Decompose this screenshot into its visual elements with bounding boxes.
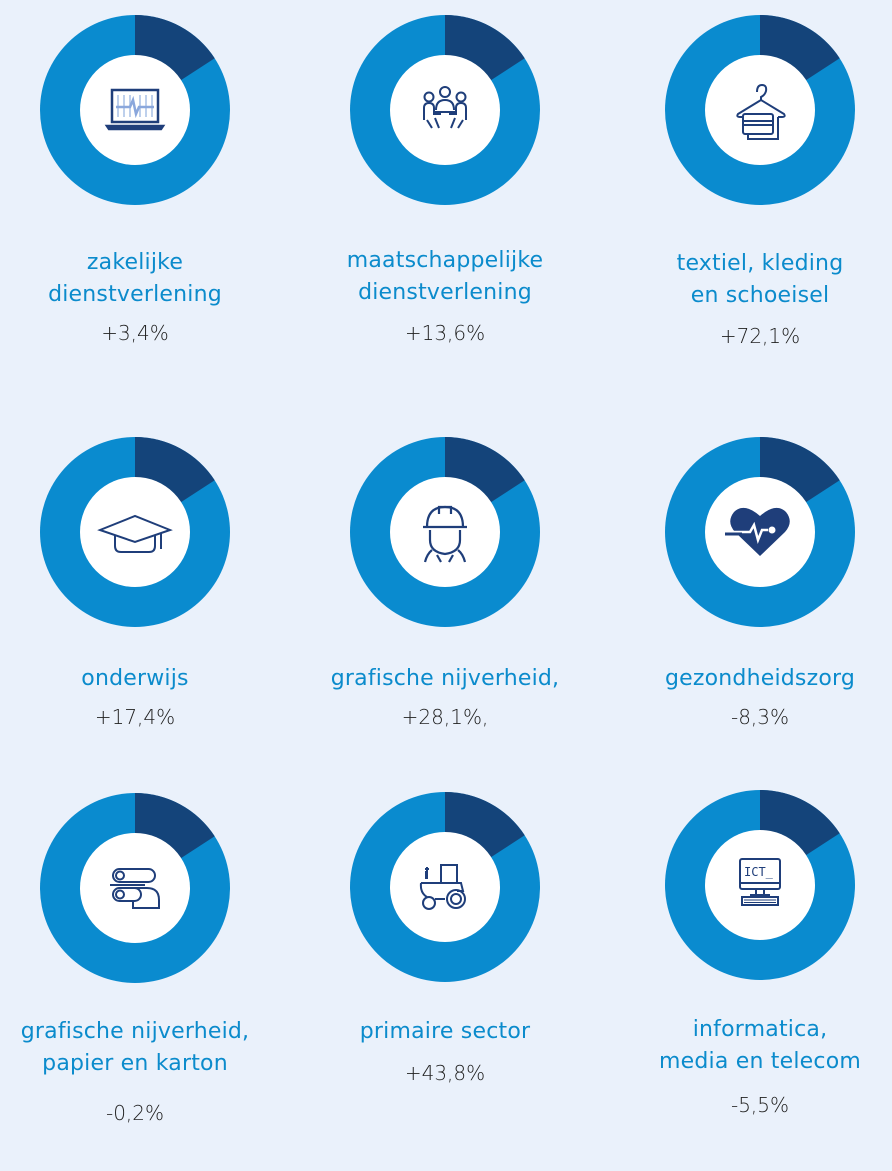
donut-chart (40, 437, 230, 627)
sector-value: -5,5% (730, 1093, 790, 1117)
label-line: gezondheidszorg (664, 666, 856, 691)
label-line: papier en karton (42, 1051, 228, 1076)
label-line: media en telecom (659, 1049, 861, 1074)
sector-label: primaire sector (295, 1016, 595, 1048)
label-line: zakelijke (86, 250, 184, 275)
label-line: textiel, kleding (676, 251, 844, 276)
sector-label: grafische nijverheid, (295, 663, 595, 695)
donut-chart (40, 15, 230, 205)
hanger-towel-icon (736, 83, 786, 140)
sector-value: +28,1%, (401, 705, 489, 729)
sector-label: zakelijke dienstverlening (0, 247, 285, 311)
label-line: dienstverlening (48, 282, 222, 307)
donut-chart (350, 15, 540, 205)
laptop-pulse-icon (104, 88, 166, 131)
sector-value: -8,3% (730, 705, 790, 729)
sector-label: grafische nijverheid, papier en karton (0, 1016, 285, 1080)
label-line: onderwijs (81, 666, 189, 691)
label-line: informatica, (692, 1017, 828, 1042)
donut-chart (350, 792, 540, 982)
donut-chart: ICT_ (665, 790, 855, 980)
donut-chart (40, 793, 230, 983)
sector-label: gezondheidszorg (610, 663, 892, 695)
sector-value: +13,6% (404, 321, 486, 345)
label-line: grafische nijverheid, (330, 666, 560, 691)
meeting-people-icon (423, 86, 467, 129)
ict-computer-icon: ICT_ (739, 858, 781, 906)
sector-value: -0,2% (105, 1101, 165, 1125)
svg-text:ICT_: ICT_ (744, 865, 774, 879)
label-line: en schoeisel (690, 283, 830, 308)
sector-label: textiel, kleding en schoeisel (610, 248, 892, 312)
graduation-cap-icon (97, 514, 173, 553)
sector-value: +43,8% (404, 1061, 486, 1085)
label-line: maatschappelijke (346, 248, 544, 273)
sector-label: informatica, media en telecom (610, 1014, 892, 1078)
sector-value: +3,4% (101, 321, 169, 345)
label-line: primaire sector (359, 1019, 531, 1044)
sector-value: +17,4% (94, 705, 176, 729)
donut-chart (665, 15, 855, 205)
sector-label: maatschappelijke dienstverlening (295, 245, 595, 309)
sector-label: onderwijs (0, 663, 285, 695)
heart-pulse-icon (725, 507, 790, 556)
label-line: grafische nijverheid, (20, 1019, 250, 1044)
label-line: dienstverlening (358, 280, 532, 305)
donut-chart (665, 437, 855, 627)
tractor-icon (419, 864, 466, 910)
donut-chart (350, 437, 540, 627)
sector-value: +72,1% (719, 324, 801, 348)
hardhat-worker-icon (423, 505, 467, 563)
paper-rollers-icon (110, 868, 160, 909)
